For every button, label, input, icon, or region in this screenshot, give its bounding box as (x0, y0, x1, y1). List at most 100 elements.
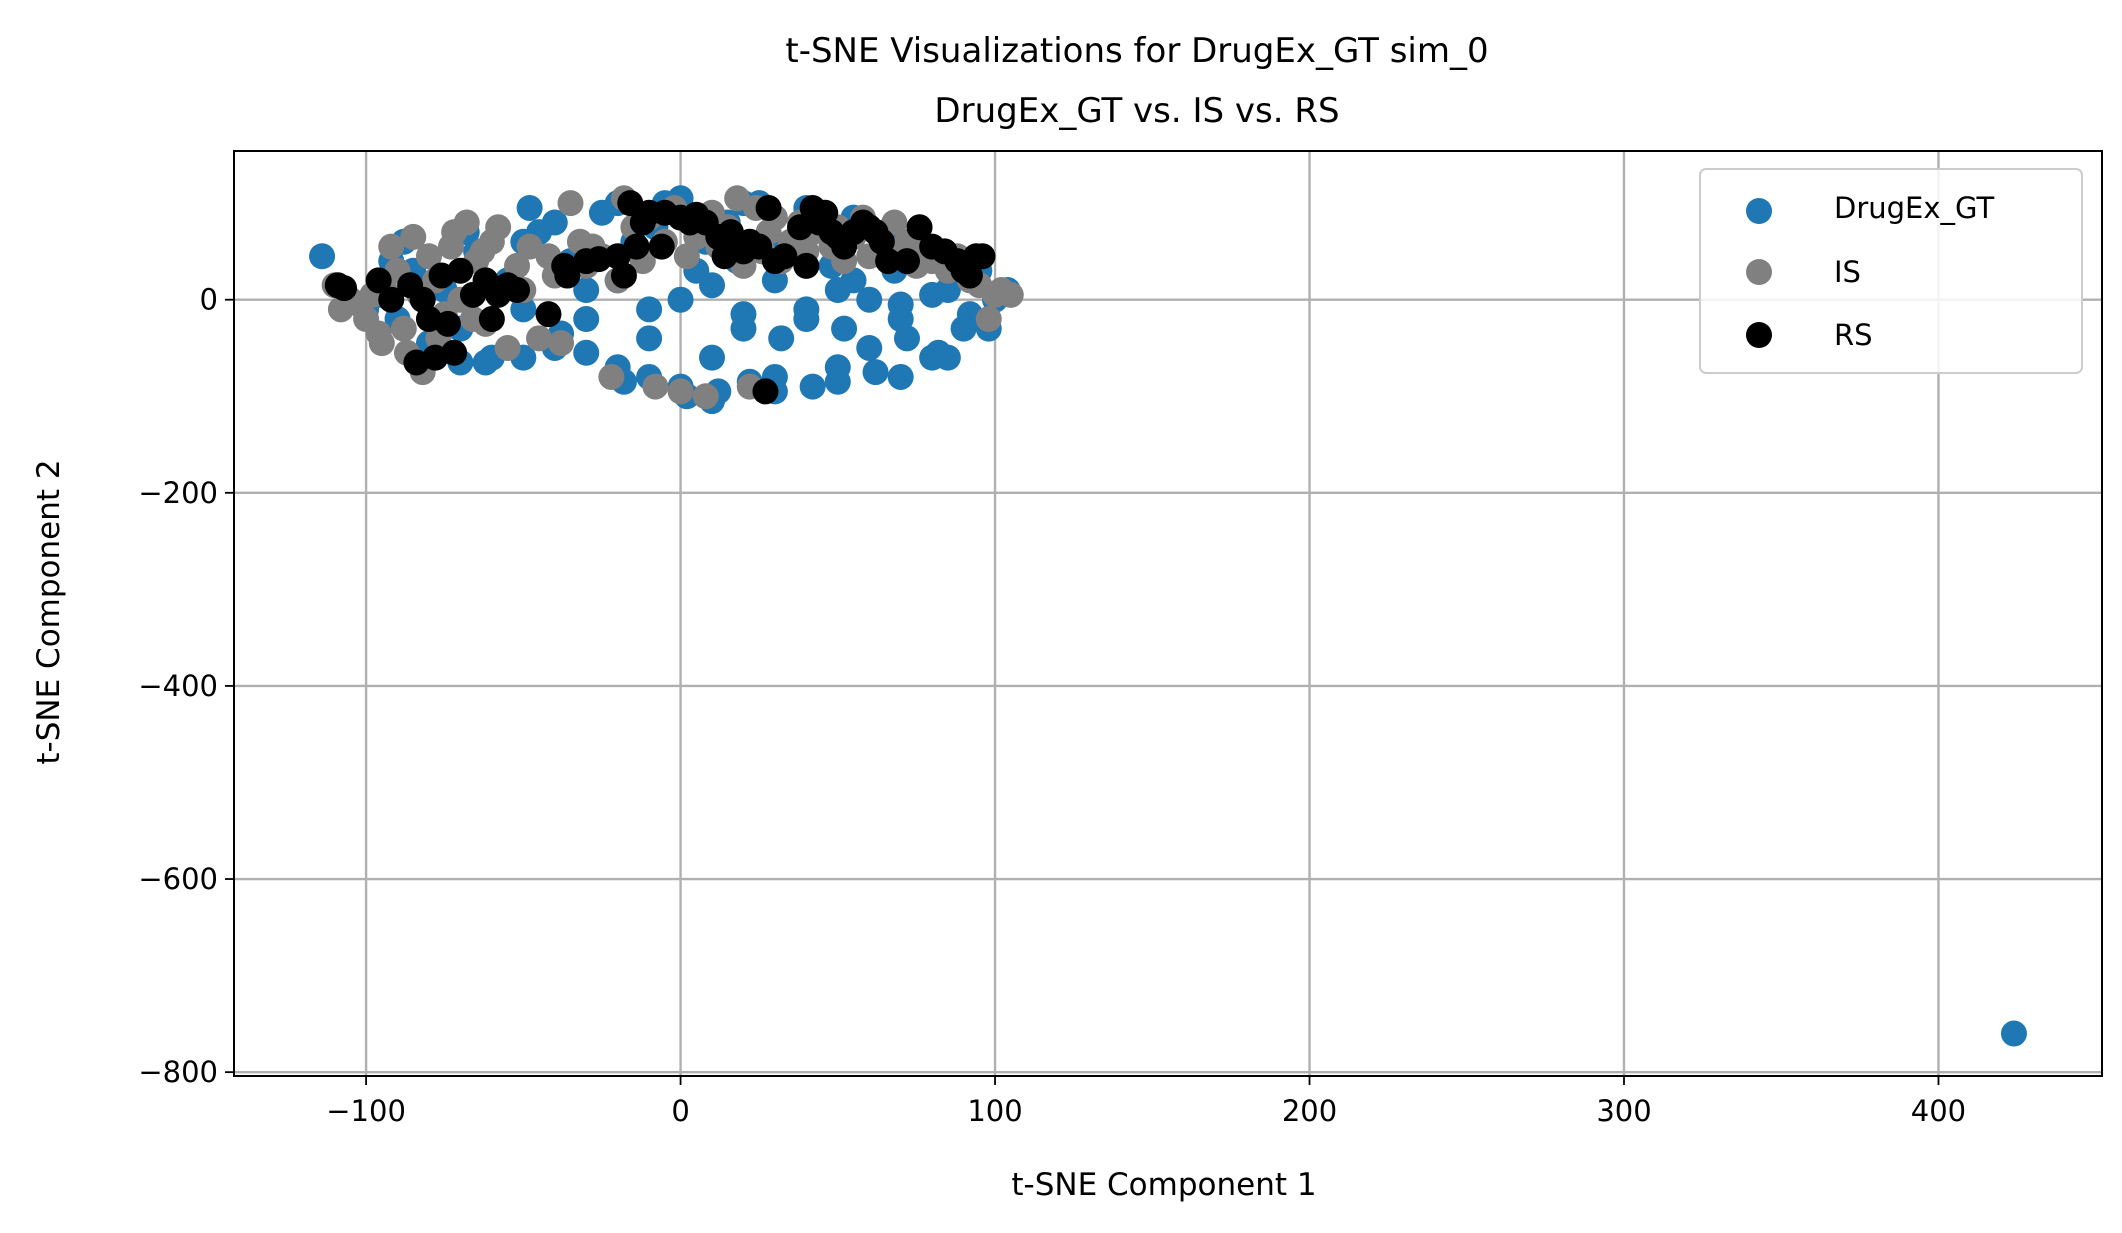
point-drugex-gt (934, 344, 961, 371)
legend-label-rs: RS (1834, 318, 1873, 352)
point-rs (793, 252, 820, 279)
point-is (378, 233, 405, 260)
point-is (557, 190, 584, 217)
point-rs (893, 248, 920, 275)
x-tick-label: 0 (671, 1094, 689, 1128)
point-rs (969, 243, 996, 270)
chart-title: t-SNE Visualizations for DrugEx_GT sim_0 (785, 31, 1488, 71)
y-tick-label: −200 (138, 476, 218, 510)
point-drugex-gt (309, 243, 336, 270)
point-rs (378, 286, 405, 313)
y-axis-label: t-SNE Component 2 (31, 459, 67, 764)
point-is (598, 363, 625, 390)
scatter-points (309, 185, 2027, 1047)
point-drugex-gt (831, 315, 858, 342)
point-is (469, 238, 496, 265)
x-tick-label: 400 (1911, 1094, 1966, 1128)
point-drugex-gt (541, 209, 568, 236)
y-tick-label: 0 (200, 283, 218, 317)
point-is (667, 378, 694, 405)
point-rs (755, 194, 782, 221)
point-drugex-gt (824, 277, 851, 304)
point-drugex-gt (862, 359, 889, 386)
point-rs (906, 214, 933, 241)
point-is (494, 334, 521, 361)
point-drugex-gt (472, 349, 499, 376)
legend-marker-rs (1746, 322, 1772, 348)
point-is (673, 243, 700, 270)
point-drugex-gt (887, 291, 914, 318)
point-rs (535, 301, 562, 328)
legend-marker-drugex-gt (1746, 198, 1772, 224)
plot-area-frame (233, 150, 2103, 1077)
point-is (548, 330, 575, 357)
point-drugex-gt (856, 286, 883, 313)
point-drugex-gt (856, 334, 883, 361)
point-rs (554, 262, 581, 289)
point-drugex-gt (573, 277, 600, 304)
point-rs (331, 275, 358, 302)
point-is (346, 291, 373, 318)
point-is (692, 383, 719, 410)
point-is (526, 325, 553, 352)
point-is (504, 252, 531, 279)
x-tick-label: −100 (326, 1094, 406, 1128)
point-is (400, 223, 427, 250)
point-rs (365, 267, 392, 294)
point-rs (447, 257, 474, 284)
legend-marker-is (1746, 259, 1772, 285)
legend-label-drugex-gt: DrugEx_GT (1834, 191, 1994, 225)
point-drugex-gt (919, 281, 946, 308)
point-rs (504, 277, 531, 304)
point-rs (610, 262, 637, 289)
y-axis-ticks: 0 −200 −400 −600 −800 (138, 283, 234, 1089)
legend: DrugEx_GT IS RS (1699, 168, 2083, 374)
x-tick-label: 100 (967, 1094, 1022, 1128)
point-drugex-gt (636, 325, 663, 352)
point-drugex-gt (893, 325, 920, 352)
point-drugex-gt (768, 325, 795, 352)
point-is (415, 243, 442, 270)
point-drugex-gt (799, 373, 826, 400)
point-rs (648, 233, 675, 260)
point-rs (623, 233, 650, 260)
y-tick-label: −800 (138, 1055, 218, 1089)
point-is (390, 315, 417, 342)
y-tick-label: −600 (138, 862, 218, 896)
point-drugex-gt (793, 306, 820, 333)
legend-label-is: IS (1834, 255, 1861, 289)
point-is (485, 214, 512, 241)
point-rs (434, 310, 461, 337)
x-axis-label: t-SNE Component 1 (1011, 1167, 1316, 1203)
point-is (997, 281, 1024, 308)
x-tick-label: 300 (1596, 1094, 1651, 1128)
point-drugex-gt (573, 306, 600, 333)
y-tick-label: −400 (138, 669, 218, 703)
point-rs (441, 339, 468, 366)
point-drugex-gt (699, 344, 726, 371)
point-drugex-gt (887, 363, 914, 390)
point-rs (651, 199, 678, 226)
point-is (453, 209, 480, 236)
point-drugex-gt (730, 301, 757, 328)
point-rs (875, 248, 902, 275)
point-is (642, 373, 669, 400)
legend-box (1699, 168, 2083, 374)
x-tick-label: 200 (1282, 1094, 1337, 1128)
point-drugex-gt (573, 339, 600, 366)
point-is (365, 320, 392, 347)
chart-subtitle: DrugEx_GT vs. IS vs. RS (934, 91, 1339, 131)
point-drugex-gt (824, 368, 851, 395)
point-drugex-gt (516, 194, 543, 221)
point-is (975, 306, 1002, 333)
point-rs (752, 378, 779, 405)
point-is (437, 233, 464, 260)
point-drugex-gt (2000, 1020, 2027, 1047)
point-drugex-gt (636, 296, 663, 323)
point-drugex-gt (667, 286, 694, 313)
x-axis-ticks: −100 0 100 200 300 400 (326, 1076, 1966, 1128)
point-rs (771, 243, 798, 270)
point-rs (478, 306, 505, 333)
point-drugex-gt (699, 272, 726, 299)
point-is (460, 306, 487, 333)
